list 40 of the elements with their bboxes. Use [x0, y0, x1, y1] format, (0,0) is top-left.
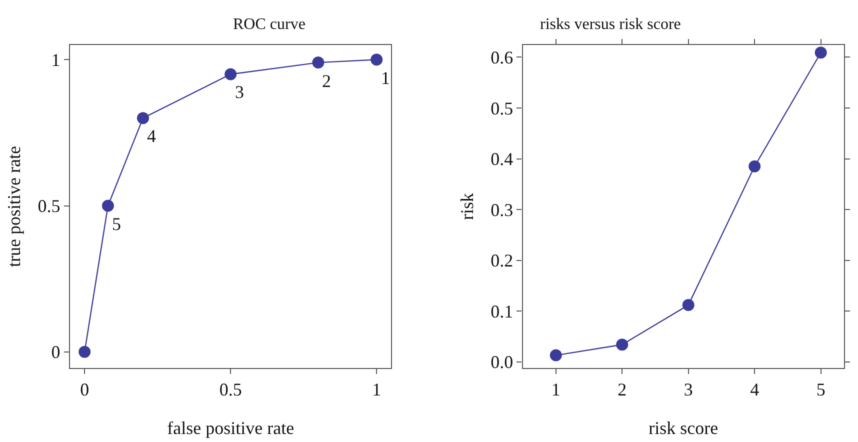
y-tick-label: 1 — [51, 50, 60, 70]
annotation: 5 — [112, 214, 121, 234]
x-axis-title: risk score — [648, 418, 718, 438]
annotation: 3 — [235, 82, 244, 102]
point — [312, 56, 324, 69]
point — [748, 160, 761, 172]
point — [814, 46, 827, 59]
x-tick-label: 0.5 — [219, 380, 242, 400]
annotation: 2 — [322, 71, 331, 91]
y-tick-label: 0.6 — [490, 47, 514, 68]
x-tick-label: 1 — [372, 380, 382, 400]
y-tick-label: 0.5 — [38, 196, 60, 216]
y-tick-label: 0.2 — [490, 250, 514, 271]
x-tick-label: 1 — [551, 380, 560, 400]
annotation: 4 — [147, 126, 156, 146]
annotation: 1 — [381, 68, 390, 88]
point — [550, 349, 562, 362]
x-tick-label: 3 — [684, 380, 693, 400]
y-tick-label: 0.5 — [490, 98, 514, 118]
point — [137, 112, 149, 124]
y-tick-label: 0.0 — [490, 352, 514, 372]
point — [370, 54, 383, 66]
chart-title: risks versus risk score — [540, 16, 681, 33]
point — [78, 346, 91, 358]
y-tick-label: 0.3 — [490, 200, 514, 220]
x-tick-label: 0 — [80, 380, 90, 400]
y-tick-label: 0 — [51, 342, 60, 362]
point — [102, 200, 114, 212]
y-axis-title: risk — [456, 193, 477, 220]
point — [224, 68, 237, 80]
x-tick-label: 5 — [816, 380, 826, 400]
x-tick-label: 4 — [750, 380, 760, 400]
x-axis-title: false positive rate — [167, 418, 294, 438]
point — [682, 299, 694, 312]
x-tick-label: 2 — [618, 380, 627, 400]
y-axis-title: true positive rate — [4, 146, 24, 267]
chart-title: ROC curve — [233, 16, 306, 33]
y-tick-label: 0.1 — [490, 301, 514, 322]
y-tick-label: 0.4 — [490, 149, 514, 170]
point — [616, 338, 628, 351]
